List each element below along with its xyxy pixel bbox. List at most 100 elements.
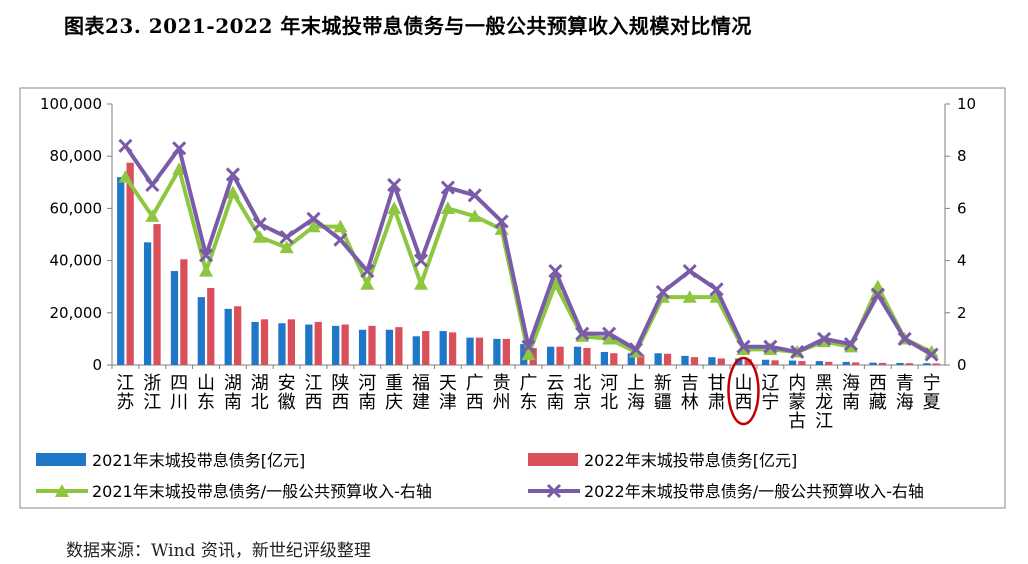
- point-marker-2021-ratio: [306, 219, 321, 233]
- left-tick-label: 20,000: [50, 304, 103, 322]
- point-marker-2021-ratio: [145, 209, 160, 222]
- bar-2021: [117, 177, 125, 365]
- right-tick-label: 4: [957, 252, 967, 270]
- point-marker-2022-ratio: [118, 138, 133, 153]
- point-marker-2022-ratio: [575, 326, 590, 341]
- x-tick-label: 山西: [734, 373, 752, 413]
- point-marker-2021-ratio: [225, 185, 240, 199]
- bar-2022: [556, 346, 564, 365]
- point-marker-2022-ratio: [198, 248, 214, 263]
- source-note: 数据来源：Wind 资讯，新世纪评级整理: [66, 541, 371, 561]
- bar-2021: [923, 363, 931, 365]
- bar-2021: [385, 329, 394, 365]
- bar-2022: [368, 325, 376, 365]
- bar-2021: [654, 353, 662, 365]
- bar-2022: [825, 361, 833, 365]
- bar-2022: [932, 363, 940, 365]
- bar-2021: [439, 331, 447, 365]
- point-marker-2022-ratio: [736, 339, 751, 354]
- x-tick-label: 内蒙古: [788, 373, 806, 432]
- x-tick-label: 河南: [358, 373, 376, 413]
- point-marker-2022-ratio: [306, 211, 321, 226]
- point-marker-2022-ratio: [145, 177, 160, 192]
- bar-2022: [422, 331, 430, 365]
- bar-2022: [448, 332, 457, 365]
- point-marker-2022-ratio: [172, 141, 187, 156]
- right-tick-label: 8: [957, 147, 967, 165]
- x-tick-label: 黑龙江: [815, 373, 833, 432]
- point-marker-2022-ratio: [225, 167, 240, 182]
- point-marker-2021-ratio: [118, 170, 133, 183]
- x-tick-label: 云南: [546, 373, 564, 413]
- point-marker-2021-ratio: [414, 277, 429, 290]
- x-tick-label: 湖南: [224, 373, 242, 413]
- left-tick-label: 100,000: [40, 95, 102, 113]
- bar-2021: [466, 337, 474, 365]
- x-tick-label: 甘肃: [708, 373, 726, 413]
- bar-2022: [717, 358, 725, 365]
- bar-2022: [314, 321, 322, 365]
- bar-2021: [520, 344, 528, 365]
- x-tick-label: 安徽: [278, 373, 296, 413]
- legend-marker: [546, 483, 562, 499]
- x-tick-label: 浙江: [143, 373, 161, 413]
- point-marker-2021-ratio: [467, 209, 482, 222]
- point-marker-2021-ratio: [279, 240, 294, 254]
- bar-2022: [663, 353, 672, 365]
- bar-2021: [493, 338, 501, 365]
- point-marker-2022-ratio: [763, 339, 778, 354]
- bar-2022: [905, 363, 914, 365]
- bar-2021: [761, 359, 770, 365]
- point-marker-2022-ratio: [333, 232, 348, 247]
- plot-area: 0 20,000 40,000 60,000 80,000 100,000 0 2 4 6 8 10 江…: [40, 95, 976, 432]
- point-marker-2021-ratio: [252, 230, 267, 243]
- x-tick-label: 重庆: [385, 373, 403, 413]
- point-marker-2022-ratio: [817, 331, 832, 346]
- right-tick-label: 2: [957, 304, 967, 322]
- x-tick-label: 吉林: [681, 373, 699, 413]
- point-marker-2022-ratio: [709, 282, 724, 297]
- point-marker-2021-ratio: [682, 290, 697, 303]
- point-marker-2022-ratio: [252, 216, 267, 232]
- bar-2021: [869, 362, 877, 365]
- point-marker-2022-ratio: [870, 287, 885, 302]
- bar-2022: [395, 327, 403, 365]
- point-marker-2022-ratio: [602, 326, 617, 341]
- bar-2022: [287, 319, 296, 365]
- legend-label: 2022年末城投带息债务[亿元]: [584, 451, 797, 470]
- bar-2022: [475, 337, 484, 365]
- x-tick-label: 天津: [439, 373, 457, 413]
- bar-2022: [690, 357, 699, 365]
- point-marker-2022-ratio: [360, 263, 375, 279]
- bar-2021: [788, 360, 797, 365]
- chart-title: 图表23. 2021-2022 年末城投带息债务与一般公共预算收入规模对比情况: [64, 14, 752, 38]
- bar-2022: [207, 288, 215, 365]
- bar-2022: [744, 359, 752, 365]
- point-marker-2022-ratio: [440, 180, 455, 195]
- point-marker-2022-ratio: [682, 263, 697, 279]
- bar-2021: [896, 362, 904, 365]
- x-tick-label: 新疆: [654, 373, 672, 413]
- bar-2022: [502, 338, 510, 365]
- point-marker-2021-ratio: [172, 162, 187, 175]
- bar-2021: [735, 358, 743, 365]
- x-tick-label: 福建: [412, 373, 430, 413]
- point-marker-2021-ratio: [602, 331, 617, 345]
- x-tick-label: 江西: [305, 373, 323, 413]
- point-marker-2021-ratio: [387, 201, 402, 214]
- bar-2022: [610, 353, 618, 365]
- point-marker-2022-ratio: [467, 188, 482, 203]
- left-tick-label: 40,000: [50, 252, 103, 270]
- point-marker-2022-ratio: [655, 284, 670, 299]
- bar-2022: [260, 319, 269, 365]
- bar-2021: [815, 361, 823, 365]
- right-tick-label: 6: [957, 199, 967, 217]
- x-tick-label: 上海: [627, 373, 645, 413]
- legend-label: 2021年末城投带息债务[亿元]: [92, 451, 305, 470]
- bar-2022: [126, 162, 134, 365]
- chart-frame: [19, 87, 1006, 509]
- legend-marker: [55, 484, 69, 497]
- bar-2022: [180, 259, 188, 365]
- x-tick-label: 广东: [520, 373, 538, 413]
